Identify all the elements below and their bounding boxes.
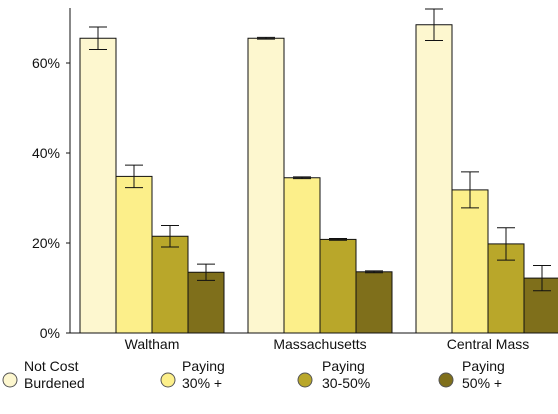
bar: [247, 37, 285, 334]
bar: [283, 177, 321, 334]
bar: [79, 37, 117, 334]
bar: [415, 24, 453, 334]
legend-marker-icon: [438, 372, 454, 388]
x-tick-label: Central Mass: [447, 336, 529, 352]
legend-marker-icon: [160, 372, 176, 388]
legend-label: 30% +: [182, 375, 222, 391]
legend-label: Burdened: [24, 375, 85, 391]
bar: [115, 175, 153, 334]
legend-label: Not Cost: [24, 358, 79, 374]
legend-label: Paying: [462, 358, 505, 374]
error-bars: [89, 8, 551, 292]
bar: [355, 271, 393, 334]
legend-label: 50% +: [462, 375, 502, 391]
y-tick-label: 20%: [32, 235, 60, 251]
legend-label: Paying: [182, 358, 225, 374]
legend-marker-icon: [2, 372, 18, 388]
legend-marker-icon: [297, 372, 313, 388]
bar: [187, 271, 225, 334]
y-tick-label: 40%: [32, 145, 60, 161]
bars: [79, 24, 558, 334]
y-tick-label: 0%: [40, 325, 60, 341]
legend-label: 30-50%: [322, 375, 370, 391]
bar: [319, 238, 357, 334]
x-tick-label: Waltham: [125, 336, 180, 352]
bar: [451, 189, 489, 334]
axis-labels: 0% 20% 40% 60% Waltham Massachusetts Central M…: [32, 55, 529, 352]
legend-label: Paying: [322, 358, 365, 374]
y-tick-label: 60%: [32, 55, 60, 71]
x-tick-label: Massachusetts: [273, 336, 366, 352]
bar: [151, 235, 189, 334]
bar: [523, 277, 558, 334]
